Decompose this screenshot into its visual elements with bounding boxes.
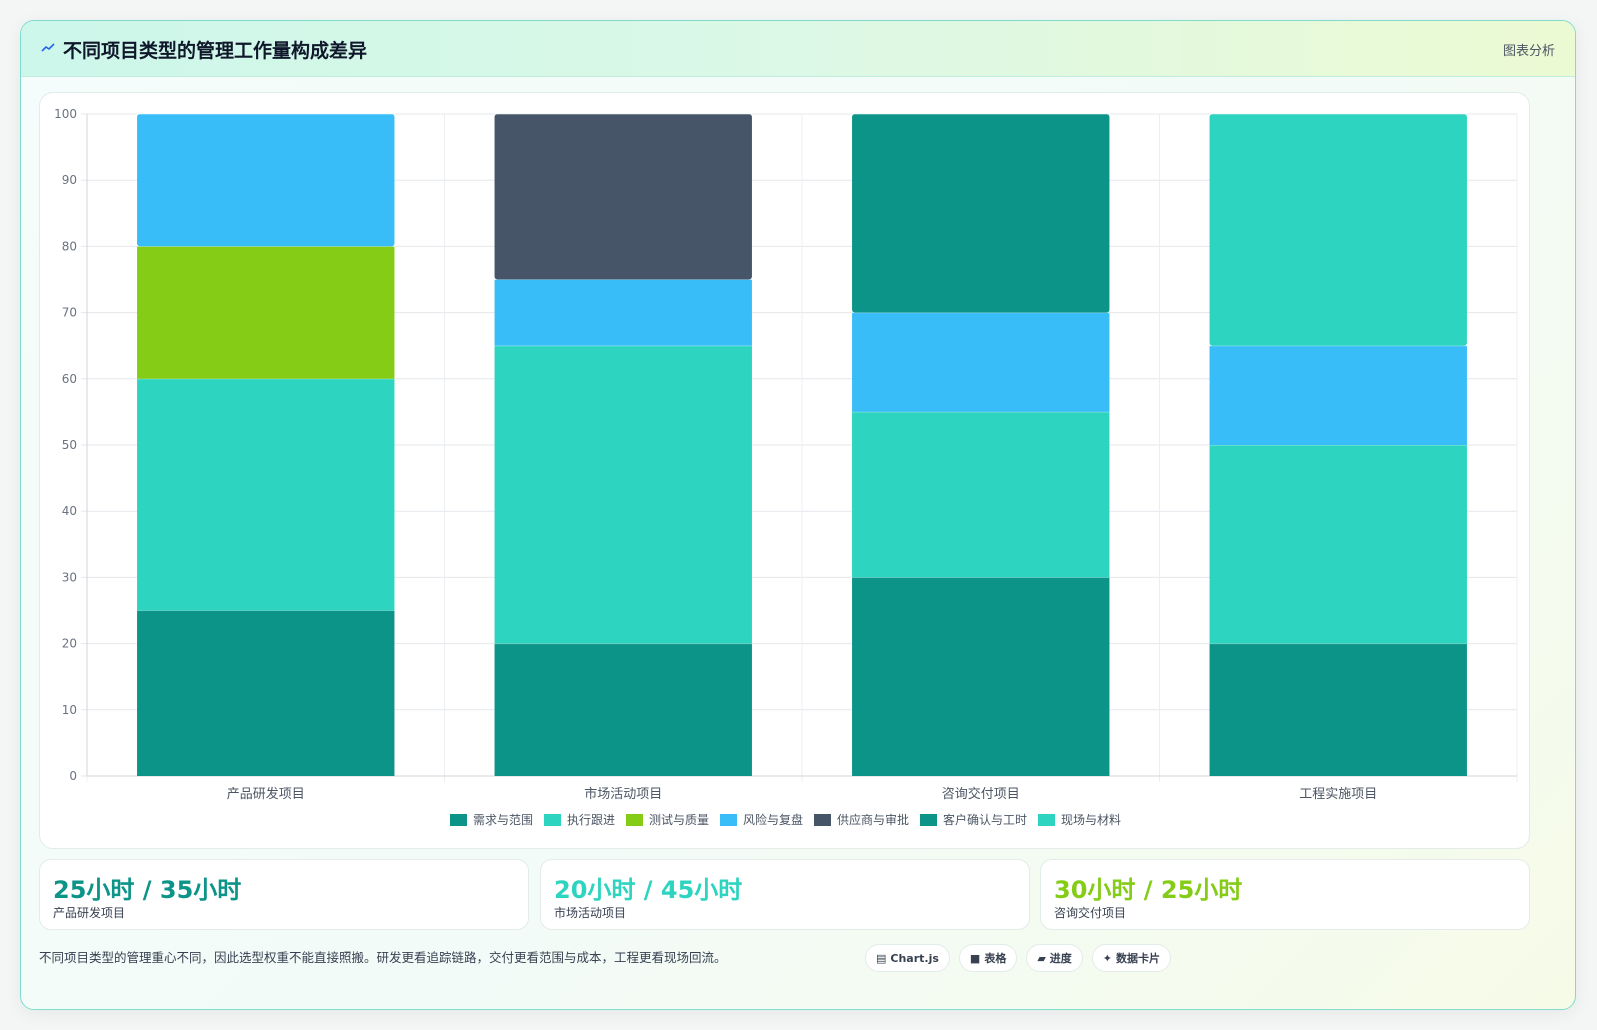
x-tick-label: 工程实施项目 <box>1299 787 1377 802</box>
y-tick-label: 20 <box>62 637 77 651</box>
trend-icon <box>41 43 55 52</box>
bar-segment <box>494 643 752 776</box>
bar-segment <box>137 114 395 247</box>
kpi-value: 20小时 / 45小时 <box>554 876 743 904</box>
y-tick-label: 90 <box>62 173 77 187</box>
y-tick-label: 60 <box>62 372 77 386</box>
pill-label: Chart.js <box>890 951 939 965</box>
bar-segment <box>852 114 1110 313</box>
y-tick-label: 70 <box>62 306 77 320</box>
bar-segment <box>1209 345 1467 445</box>
kpi-card-0: 25小时 / 35小时 产品研发项目 <box>39 859 529 930</box>
kpi-value: 25小时 / 35小时 <box>53 876 242 904</box>
legend-label: 测试与质量 <box>649 812 709 827</box>
legend-swatch <box>719 814 737 826</box>
legend-swatch <box>920 814 938 826</box>
kpi-label: 咨询交付项目 <box>1054 906 1127 920</box>
kpi-label: 市场活动项目 <box>554 906 627 920</box>
tag-pills: ▤ Chart.js ■ 表格 ▰ 进度 ✦ 数据卡片 <box>865 944 1172 972</box>
kpi-card-2: 30小时 / 25小时 咨询交付项目 <box>1040 859 1530 930</box>
stacked-bar-chart: 0 10 20 30 40 50 60 70 80 90 100 产品研发项目 市场活动项目 咨询交付项目… <box>54 107 1518 827</box>
legend-label: 需求与范围 <box>473 813 533 827</box>
y-tick-label: 50 <box>62 438 77 452</box>
chart-panel: 0 10 20 30 40 50 60 70 80 90 100 产品研发项目 市场活动项目 咨询交付项目… <box>39 92 1530 849</box>
x-tick-label: 咨询交付项目 <box>942 786 1020 802</box>
chart-card: 不同项目类型的管理工作量构成差异 图表分析 0 10 20 30 40 50 60 70 80 9… <box>20 20 1576 1010</box>
progress-icon: ▰ <box>1037 951 1046 965</box>
pill-label: 表格 <box>984 952 1007 965</box>
kpi-label: 产品研发项目 <box>53 906 126 920</box>
page-title: 不同项目类型的管理工作量构成差异 <box>63 40 368 62</box>
legend-label: 客户确认与工时 <box>943 812 1027 827</box>
bar-segment <box>1209 445 1467 644</box>
y-tick-label: 0 <box>69 769 77 783</box>
bar-segment <box>852 411 1110 578</box>
y-tick-label: 100 <box>54 107 77 121</box>
bar-segment <box>137 246 395 379</box>
legend-label: 供应商与审批 <box>837 812 909 827</box>
bar-segment <box>852 312 1110 412</box>
kpi-value: 30小时 / 25小时 <box>1054 876 1243 904</box>
legend-label: 执行跟进 <box>567 813 615 827</box>
legend-swatch <box>543 814 561 826</box>
y-tick-label: 10 <box>62 703 77 717</box>
sparkle-icon: ✦ <box>1102 951 1113 965</box>
bar-segment <box>137 378 395 611</box>
pill-table[interactable]: ■ 表格 <box>958 944 1018 972</box>
bar-segment <box>852 577 1110 776</box>
bar-segment <box>494 345 752 644</box>
bar-segment <box>1209 643 1467 776</box>
card-header: 不同项目类型的管理工作量构成差异 图表分析 <box>21 21 1575 77</box>
legend-label: 现场与材料 <box>1061 813 1121 827</box>
legend-label: 风险与复盘 <box>743 812 803 827</box>
footer-note: 不同项目类型的管理重心不同，因此选型权重不能直接照搬。研发更看追踪链路，交付更看… <box>39 950 727 965</box>
legend-swatch <box>814 814 832 826</box>
bar-segment <box>494 114 752 280</box>
bar-segment <box>137 610 395 776</box>
table-icon: ■ <box>969 951 981 965</box>
bar-segment <box>494 279 752 346</box>
y-tick-label: 30 <box>62 570 77 584</box>
pill-chartjs[interactable]: ▤ Chart.js <box>865 944 950 972</box>
x-tick-label: 市场活动项目 <box>584 786 662 802</box>
pill-label: 数据卡片 <box>1116 952 1161 965</box>
bar-segment <box>1209 114 1467 346</box>
legend-swatch <box>1038 814 1056 826</box>
legend-swatch <box>449 814 467 826</box>
pill-data-card[interactable]: ✦ 数据卡片 <box>1091 944 1172 972</box>
y-tick-label: 40 <box>62 504 77 518</box>
legend-swatch <box>625 814 643 826</box>
y-tick-label: 80 <box>62 239 77 253</box>
chart-icon: ▤ <box>876 951 887 965</box>
kpi-card-1: 20小时 / 45小时 市场活动项目 <box>540 859 1030 930</box>
x-tick-label: 产品研发项目 <box>227 786 305 802</box>
pill-label: 进度 <box>1049 952 1072 965</box>
pill-progress[interactable]: ▰ 进度 <box>1026 944 1083 972</box>
header-tag[interactable]: 图表分析 <box>1502 44 1555 59</box>
